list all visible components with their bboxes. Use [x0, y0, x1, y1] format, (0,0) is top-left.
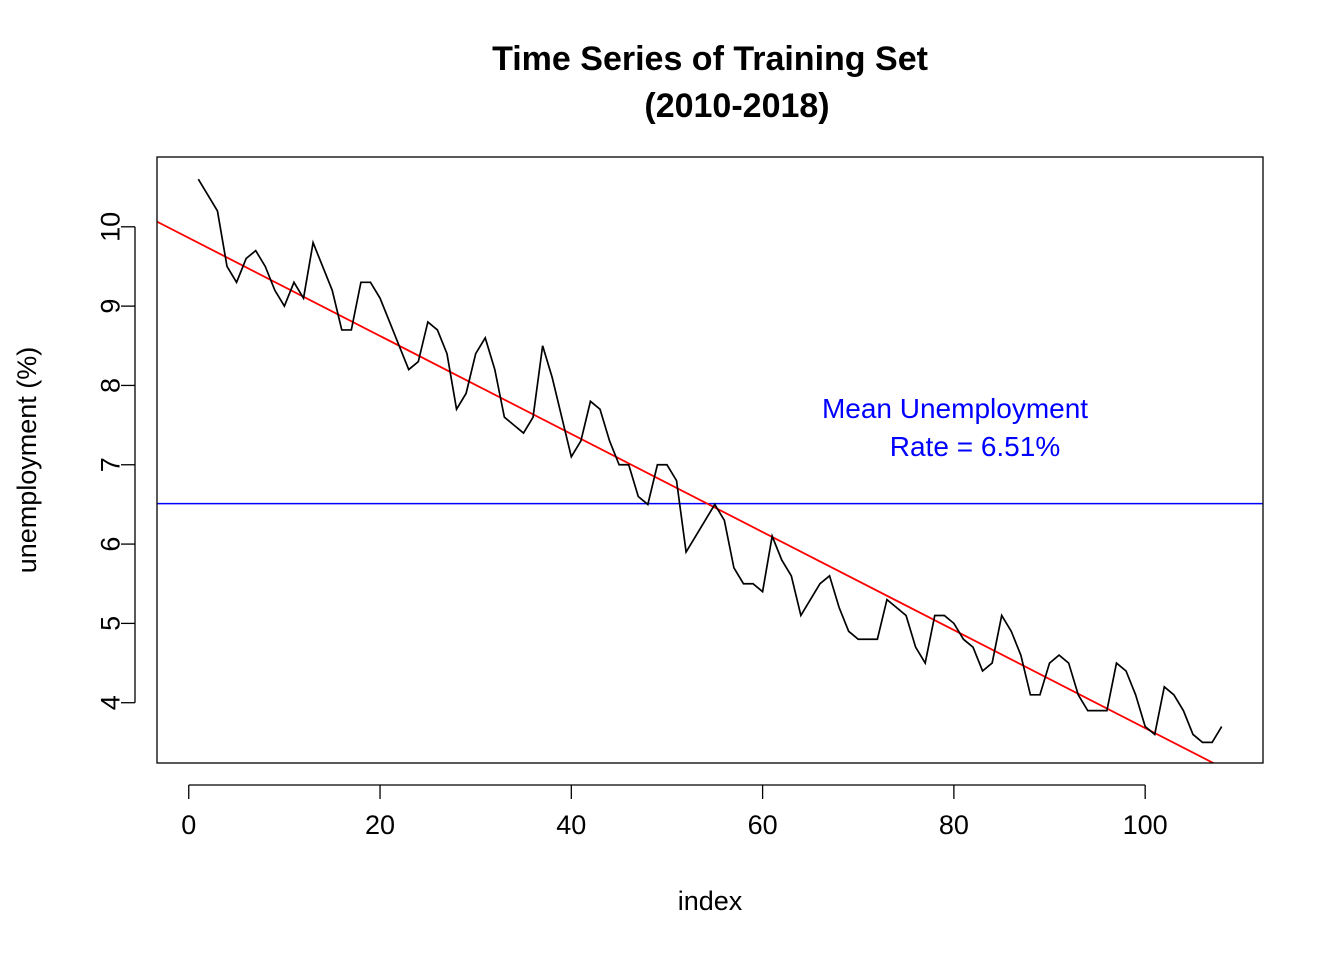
- plot-frame: [156, 156, 1264, 764]
- x-tick-label: 20: [365, 810, 395, 840]
- x-axis: 0 20 40 60 80 100: [181, 784, 1168, 840]
- x-tick-label: 0: [181, 810, 196, 840]
- y-tick-label: 4: [95, 695, 125, 710]
- x-tick-label: 100: [1123, 810, 1168, 840]
- x-tick-label: 40: [556, 810, 586, 840]
- plot-lines: [157, 178, 1263, 763]
- x-tick-label: 80: [939, 810, 969, 840]
- series-line: [197, 178, 1223, 744]
- y-tick-label: 7: [95, 457, 125, 472]
- y-tick-label: 8: [95, 378, 125, 393]
- x-axis-label: index: [678, 886, 743, 916]
- y-axis: 4 5 6 7 8 9 10: [95, 212, 136, 710]
- y-tick-label: 10: [95, 212, 125, 242]
- trend-line: [157, 220, 1216, 763]
- annotation-line-2: Rate = 6.51%: [890, 431, 1060, 462]
- y-tick-label: 5: [95, 616, 125, 631]
- chart-title-line-1: Time Series of Training Set: [492, 40, 928, 78]
- y-tick-label: 9: [95, 299, 125, 314]
- y-tick-label: 6: [95, 537, 125, 552]
- annotation-line-1: Mean Unemployment: [822, 393, 1088, 424]
- chart-title-line-2: (2010-2018): [644, 87, 829, 125]
- y-axis-label: unemployment (%): [12, 347, 42, 574]
- x-tick-label: 60: [748, 810, 778, 840]
